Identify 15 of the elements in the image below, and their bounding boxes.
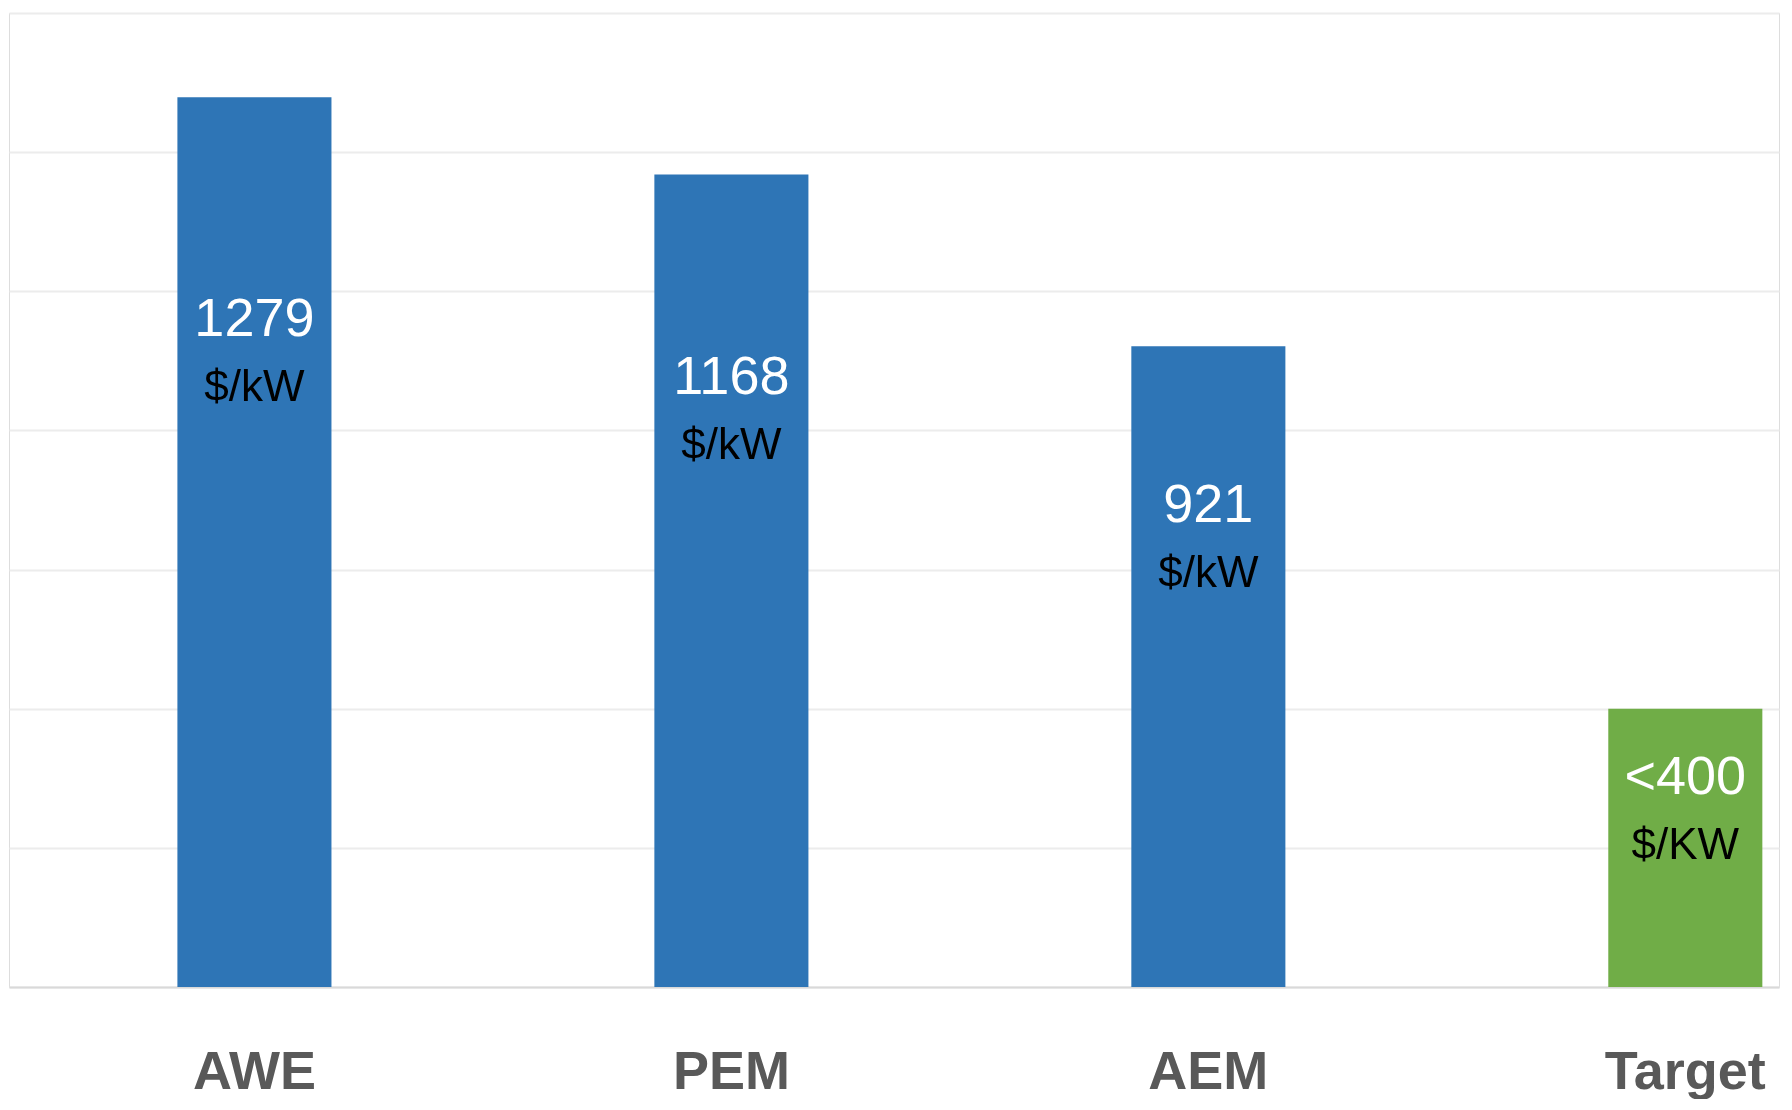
data-label: 921 bbox=[1163, 473, 1254, 534]
x-tick-label: AWE bbox=[192, 1039, 316, 1100]
data-label: 1279 bbox=[194, 286, 315, 347]
annotation: $/kW bbox=[681, 418, 782, 468]
bar bbox=[177, 97, 332, 987]
x-tick-label: PEM bbox=[672, 1039, 790, 1100]
data-label: 1168 bbox=[673, 344, 790, 405]
x-tick-label: AEM bbox=[1148, 1039, 1269, 1100]
data-label: <400 bbox=[1624, 745, 1747, 806]
bar bbox=[1131, 346, 1286, 987]
bar bbox=[1608, 708, 1763, 987]
annotation: $/kW bbox=[1158, 547, 1259, 597]
annotation: $/KW bbox=[1631, 819, 1740, 869]
annotation: $/kW bbox=[204, 360, 306, 410]
bar bbox=[654, 174, 809, 987]
